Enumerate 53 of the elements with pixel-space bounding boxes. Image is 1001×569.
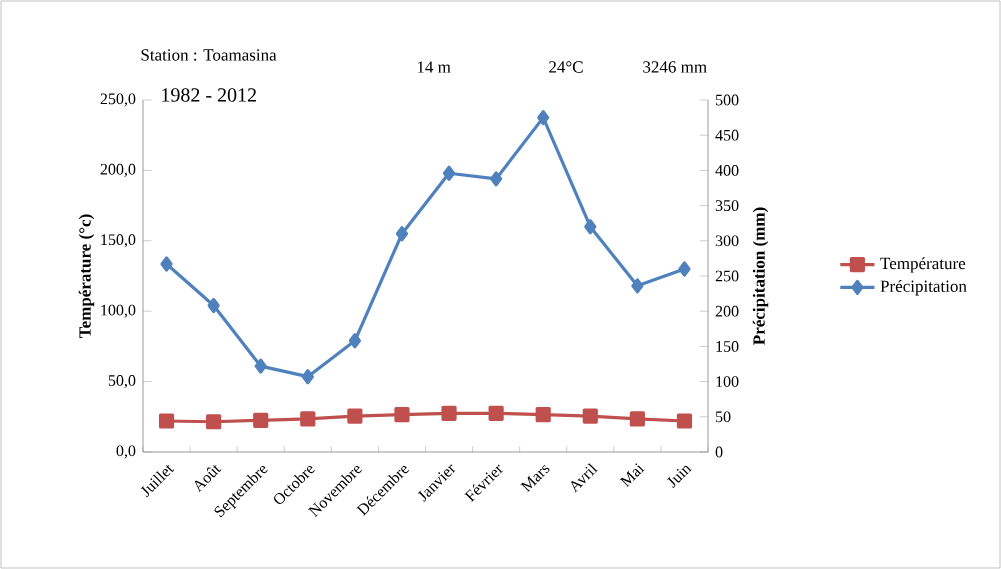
- point: [348, 333, 361, 349]
- y-axis-title: Température (°c): [78, 214, 95, 338]
- point: [629, 411, 645, 427]
- point: [158, 413, 175, 429]
- point: [535, 407, 551, 423]
- y-tick-label: 50,0: [108, 375, 136, 389]
- y2-tick-label: 300: [715, 235, 739, 247]
- point: [582, 408, 598, 424]
- point: [678, 261, 691, 277]
- text: 3246 mm: [643, 61, 707, 73]
- point: [631, 278, 644, 294]
- x-tick-label: Juin: [667, 465, 692, 489]
- legend-label: Température: [880, 257, 966, 273]
- point: [301, 369, 314, 385]
- x-tick-label: Mars: [520, 465, 550, 493]
- point: [207, 297, 220, 314]
- y2-tick-label: 100: [716, 376, 739, 387]
- point: [488, 405, 504, 421]
- y2-tick-label: 450: [715, 129, 739, 141]
- point: [442, 165, 456, 181]
- legend-label: Précipitation: [880, 280, 967, 296]
- y2-tick-label: 50: [716, 411, 731, 423]
- y-tick-label: 0,0: [116, 445, 136, 459]
- y-tick-label: 100,0: [101, 304, 136, 318]
- y-tick-label: 250,0: [100, 93, 136, 107]
- point: [537, 110, 550, 126]
- y2-tick-label: 200: [715, 305, 739, 317]
- point: [490, 171, 503, 187]
- annotation: 1982 - 2012: [162, 88, 256, 102]
- point: [160, 256, 173, 272]
- point: [253, 412, 269, 428]
- text: 14 m: [417, 61, 451, 73]
- point: [441, 405, 457, 421]
- y-tick-label: 200,0: [100, 163, 136, 177]
- point: [584, 219, 597, 235]
- point: [394, 407, 410, 423]
- y2-tick-label: 400: [715, 165, 739, 176]
- point: [206, 414, 222, 430]
- y2-tick-label: 500: [716, 94, 739, 106]
- point: [347, 408, 363, 424]
- text: 24°C: [549, 61, 583, 73]
- x-tick-label: Mai: [619, 463, 645, 488]
- y2-tick-label: 250: [715, 270, 739, 282]
- point: [395, 226, 409, 242]
- point: [300, 411, 316, 427]
- y2-tick-label: 350: [715, 200, 739, 212]
- y2-tick-label: 0: [715, 446, 723, 458]
- point: [676, 413, 693, 429]
- point: [254, 358, 267, 374]
- text: Station : Toamasina: [141, 49, 277, 61]
- y2-axis-title: Précipitation (mm): [752, 207, 769, 345]
- y2-tick-label: 150: [716, 341, 739, 352]
- y-tick-label: 150,0: [101, 234, 136, 248]
